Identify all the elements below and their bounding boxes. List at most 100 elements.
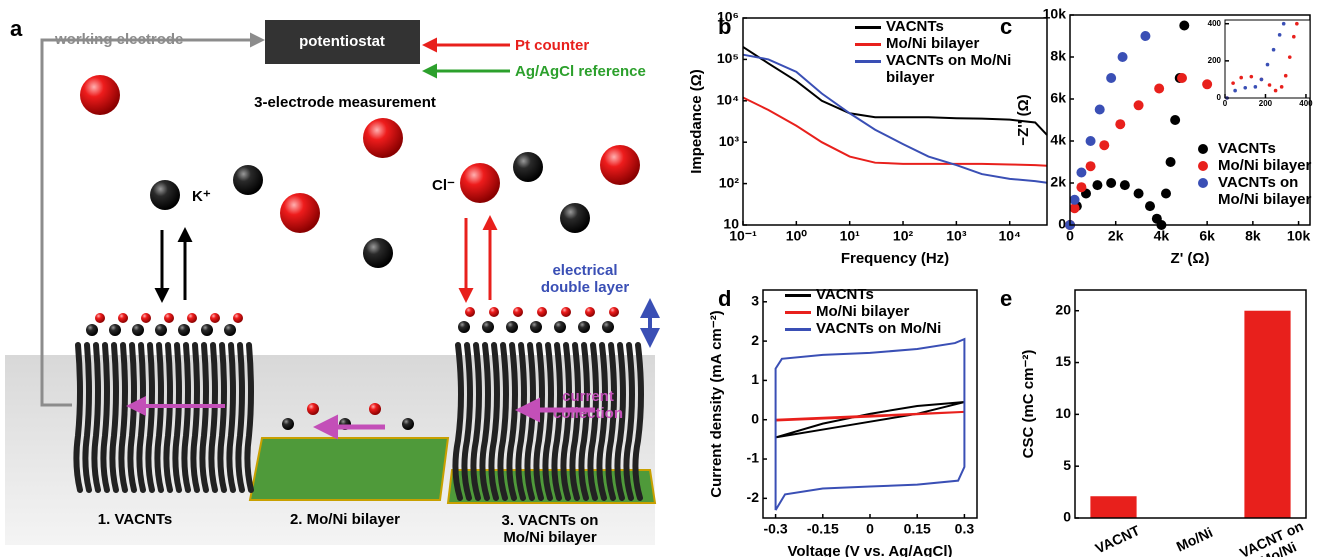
label: 2. Mo/Ni bilayer xyxy=(290,511,400,528)
cnt-bundle xyxy=(184,345,188,490)
y-tick-label: 20 xyxy=(1055,301,1071,317)
y-tick-label: 1 xyxy=(751,371,759,387)
cnt-bundle xyxy=(202,345,206,490)
plot-area xyxy=(1090,311,1290,518)
y-tick-label: -2 xyxy=(747,489,760,505)
ion xyxy=(80,75,120,115)
legend-entry: VACNTs xyxy=(785,286,975,303)
ion xyxy=(585,307,595,317)
panel-label: a xyxy=(10,16,23,41)
point xyxy=(1070,195,1080,205)
x-tick-label: 0 xyxy=(866,521,874,537)
label: 3-electrode measurement xyxy=(254,94,436,111)
ion xyxy=(578,321,590,333)
cnt-bundle xyxy=(121,345,125,490)
ion xyxy=(402,418,414,430)
y-tick-label: 10 xyxy=(1055,405,1071,421)
label: 3. VACNTs on Mo/Ni bilayer xyxy=(480,512,620,547)
label: K⁺ xyxy=(192,188,211,205)
legend-label: Mo/Ni bilayer xyxy=(1218,157,1311,174)
cnt-bundle xyxy=(139,345,143,490)
ion xyxy=(513,152,543,182)
legend-swatch xyxy=(855,43,881,46)
x-tick-label: 10³ xyxy=(946,228,967,244)
plot-area xyxy=(776,339,965,510)
legend-swatch xyxy=(855,60,881,63)
ion xyxy=(233,165,263,195)
point xyxy=(1274,89,1278,93)
legend-entry: Mo/Ni bilayer xyxy=(855,35,1045,52)
legend-label: VACNTs on Mo/Ni xyxy=(816,320,941,337)
ion xyxy=(109,324,121,336)
point xyxy=(1154,84,1164,94)
point xyxy=(1166,157,1176,167)
x-tick-label: 400 xyxy=(1299,99,1313,108)
y-tick-label: 15 xyxy=(1055,353,1071,369)
legend-swatch xyxy=(785,328,811,331)
legend-label: VACNTs xyxy=(1218,140,1276,157)
x-tick-label: 0.15 xyxy=(904,521,931,537)
panel-label: e xyxy=(1000,286,1012,311)
point xyxy=(1266,63,1270,67)
point xyxy=(1086,161,1096,171)
ion xyxy=(482,321,494,333)
series-line xyxy=(743,98,1047,166)
x-tick-label: 2k xyxy=(1108,228,1124,244)
cnt-bundle xyxy=(220,345,224,490)
x-tick-label: 200 xyxy=(1259,99,1273,108)
point xyxy=(1106,73,1116,83)
point xyxy=(1118,52,1128,62)
ion xyxy=(201,324,213,336)
point xyxy=(1134,189,1144,199)
y-tick-label: 5 xyxy=(1063,457,1071,473)
ion xyxy=(187,313,197,323)
x-tick-label: 0 xyxy=(1223,99,1228,108)
x-axis-label: Z' (Ω) xyxy=(1171,250,1210,267)
ion xyxy=(164,313,174,323)
point xyxy=(1140,31,1150,41)
point xyxy=(1177,73,1187,83)
label: working electrode xyxy=(54,31,183,48)
ion xyxy=(489,307,499,317)
cnt-bundle xyxy=(76,345,80,490)
y-axis-label: Current density (mA cm⁻²) xyxy=(708,310,725,497)
point xyxy=(1170,115,1180,125)
point xyxy=(1076,182,1086,192)
cnt-bundle xyxy=(94,345,98,490)
ion xyxy=(537,307,547,317)
ion xyxy=(513,307,523,317)
ion xyxy=(210,313,220,323)
point xyxy=(1280,85,1284,89)
inset-background xyxy=(1225,20,1310,98)
y-tick-label: 3 xyxy=(751,292,759,308)
point xyxy=(1268,83,1272,87)
ion xyxy=(369,403,381,415)
y-axis-label: Impedance (Ω) xyxy=(688,69,705,174)
figure: working electrode potentiostat Pt counte… xyxy=(0,0,1317,557)
point xyxy=(1243,86,1247,90)
plot-area xyxy=(1065,21,1212,231)
bar xyxy=(1090,496,1136,518)
y-tick-label: 10⁴ xyxy=(717,92,740,108)
figure-canvas: working electrode potentiostat Pt counte… xyxy=(0,0,1317,557)
point xyxy=(1095,105,1105,115)
point xyxy=(1282,22,1286,26)
cnt-bundle xyxy=(157,345,161,490)
point xyxy=(1134,100,1144,110)
legend-swatch xyxy=(855,26,881,29)
ion xyxy=(363,118,403,158)
ion xyxy=(602,321,614,333)
legend-label: VACNTs on Mo/Ni bilayer xyxy=(886,52,1045,87)
substrate xyxy=(250,438,448,500)
legend-swatch xyxy=(785,294,811,297)
x-tick-label: 10k xyxy=(1287,228,1311,244)
label: Cl⁻ xyxy=(432,177,455,194)
y-tick-label: 10⁶ xyxy=(717,9,739,25)
label: Ag/AgCl reference xyxy=(515,63,646,80)
label: electrical double layer xyxy=(540,262,630,297)
legend-label: VACNTs xyxy=(816,286,874,303)
x-tick-label: 0 xyxy=(1066,228,1074,244)
ion xyxy=(600,145,640,185)
ion xyxy=(506,321,518,333)
x-tick-label: 0.3 xyxy=(955,521,975,537)
